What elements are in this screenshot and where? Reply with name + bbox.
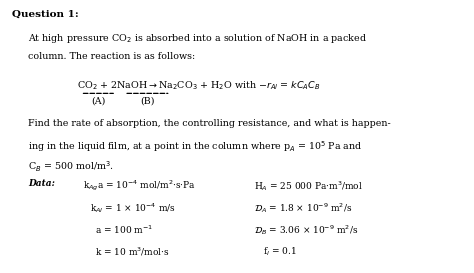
Text: k$_{Ag}$a = 10$^{-4}$ mol/m$^2$·s·Pa: k$_{Ag}$a = 10$^{-4}$ mol/m$^2$·s·Pa <box>83 179 196 193</box>
Text: $\mathcal{D}_A$ = 1.8 × 10$^{-9}$ m$^2$/s: $\mathcal{D}_A$ = 1.8 × 10$^{-9}$ m$^2$/… <box>254 201 352 215</box>
Text: $\mathcal{D}_B$ = 3.06 × 10$^{-9}$ m$^2$/s: $\mathcal{D}_B$ = 3.06 × 10$^{-9}$ m$^2$… <box>254 224 358 238</box>
Text: At high pressure CO$_2$ is absorbed into a solution of NaOH in a packed: At high pressure CO$_2$ is absorbed into… <box>28 32 367 45</box>
Text: Data:: Data: <box>28 179 55 188</box>
Text: k = 10 m$^3$/mol·s: k = 10 m$^3$/mol·s <box>95 246 170 258</box>
Text: Question 1:: Question 1: <box>12 10 79 19</box>
Text: column. The reaction is as follows:: column. The reaction is as follows: <box>28 52 196 61</box>
Text: C$_B$ = 500 mol/m$^3$.: C$_B$ = 500 mol/m$^3$. <box>28 160 114 174</box>
Text: H$_A$ = 25 000 Pa·m$^3$/mol: H$_A$ = 25 000 Pa·m$^3$/mol <box>254 179 362 193</box>
Text: (B): (B) <box>140 96 155 105</box>
Text: a = 100 m$^{-1}$: a = 100 m$^{-1}$ <box>95 224 153 236</box>
Text: ing in the liquid film, at a point in the column where p$_A$ = 10$^5$ Pa and: ing in the liquid film, at a point in th… <box>28 139 363 154</box>
Text: f$_l$ = 0.1: f$_l$ = 0.1 <box>263 246 297 259</box>
Text: Find the rate of absorption, the controlling resistance, and what is happen-: Find the rate of absorption, the control… <box>28 119 391 128</box>
Text: k$_{Al}$ = 1 × 10$^{-4}$ m/s: k$_{Al}$ = 1 × 10$^{-4}$ m/s <box>90 201 176 215</box>
Text: (A): (A) <box>91 96 105 105</box>
Text: CO$_2$ + 2NaOH$\rightarrow$Na$_2$CO$_3$ + H$_2$O with $-r_{Al}$ = $kC_AC_B$: CO$_2$ + 2NaOH$\rightarrow$Na$_2$CO$_3$ … <box>77 79 321 92</box>
